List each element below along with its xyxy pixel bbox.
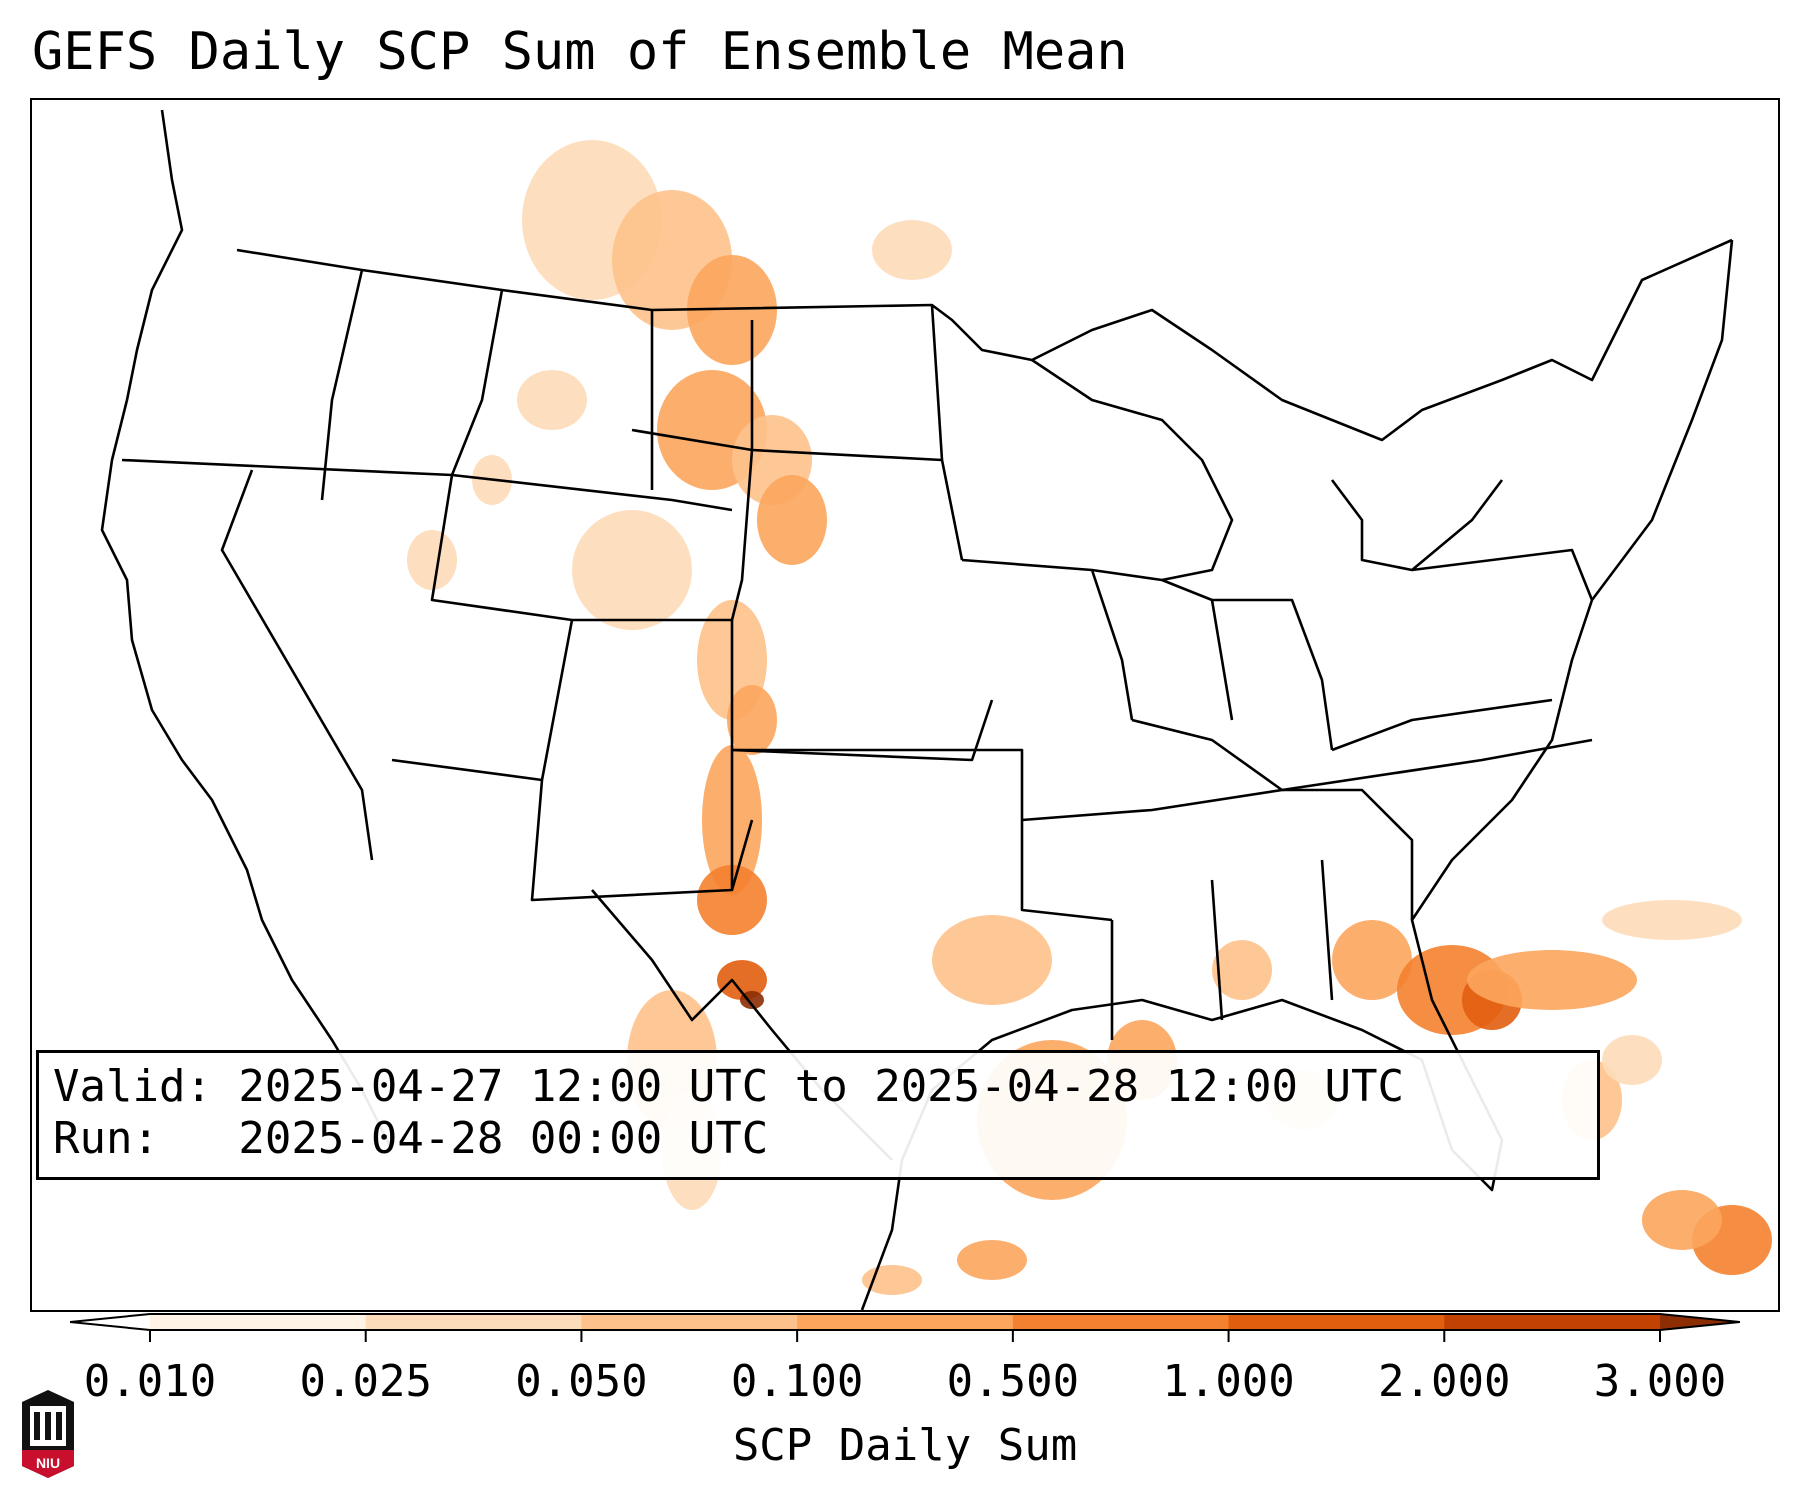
- niu-logo: NIU: [22, 1390, 74, 1478]
- scp-shaded-region: [1602, 900, 1742, 940]
- colorbar-segment: [797, 1314, 1014, 1330]
- scp-shaded-region: [572, 510, 692, 630]
- colorbar-tick-label: 0.025: [299, 1356, 432, 1407]
- scp-shaded-region: [862, 1265, 922, 1295]
- colorbar-label: SCP Daily Sum: [732, 1420, 1078, 1471]
- scp-shaded-region: [757, 475, 827, 565]
- logo-text: NIU: [36, 1455, 60, 1471]
- scp-shaded-region: [1642, 1190, 1722, 1250]
- colorbar: [70, 1313, 1740, 1342]
- colorbar-segment: [1012, 1314, 1230, 1330]
- scp-shaded-region: [957, 1240, 1027, 1280]
- run-time-line: Run: 2025-04-28 00:00 UTC: [53, 1113, 769, 1164]
- colorbar-segment: [1228, 1314, 1445, 1330]
- scp-shaded-region: [697, 865, 767, 935]
- valid-time-line: Valid: 2025-04-27 12:00 UTC to 2025-04-2…: [53, 1061, 1405, 1112]
- state-boundaries: [100, 109, 1734, 1310]
- validity-info-box: Valid: 2025-04-27 12:00 UTC to 2025-04-2…: [36, 1050, 1600, 1180]
- colorbar-tick-label: 0.100: [730, 1356, 864, 1407]
- colorbar-tick-label: 3.000: [1593, 1356, 1727, 1407]
- colorbar-tick-label: 0.010: [83, 1356, 217, 1407]
- map-title: GEFS Daily SCP Sum of Ensemble Mean: [32, 22, 1128, 82]
- colorbar-extend-high: [1660, 1314, 1740, 1330]
- colorbar-tick-marks: [149, 1330, 1661, 1342]
- scp-shaded-region: [687, 255, 777, 365]
- scp-shaded-region: [1332, 920, 1412, 1000]
- colorbar-segment: [1444, 1314, 1661, 1330]
- scp-shaded-region: [1602, 1035, 1662, 1085]
- scp-shaded-region: [517, 370, 587, 430]
- colorbar-tick-label: 0.500: [946, 1356, 1080, 1407]
- colorbar-tick-label: 2.000: [1378, 1356, 1511, 1407]
- scp-shaded-region: [932, 915, 1052, 1005]
- scp-shaded-region: [1467, 950, 1637, 1010]
- colorbar-tick-label: 0.050: [515, 1356, 648, 1407]
- scp-shaded-region: [717, 960, 767, 1000]
- colorbar-tick-label: 1.000: [1162, 1356, 1295, 1407]
- colorbar-segment: [581, 1314, 798, 1330]
- scp-shaded-region: [407, 530, 457, 590]
- scp-shaded-region: [872, 220, 952, 280]
- colorbar-segment: [150, 1314, 367, 1330]
- colorbar-segment: [365, 1314, 582, 1330]
- colorbar-extend-low: [70, 1314, 150, 1330]
- scp-shaded-region: [1212, 940, 1272, 1000]
- scp-shaded-region: [727, 685, 777, 755]
- colorbar-segments: [70, 1314, 1740, 1330]
